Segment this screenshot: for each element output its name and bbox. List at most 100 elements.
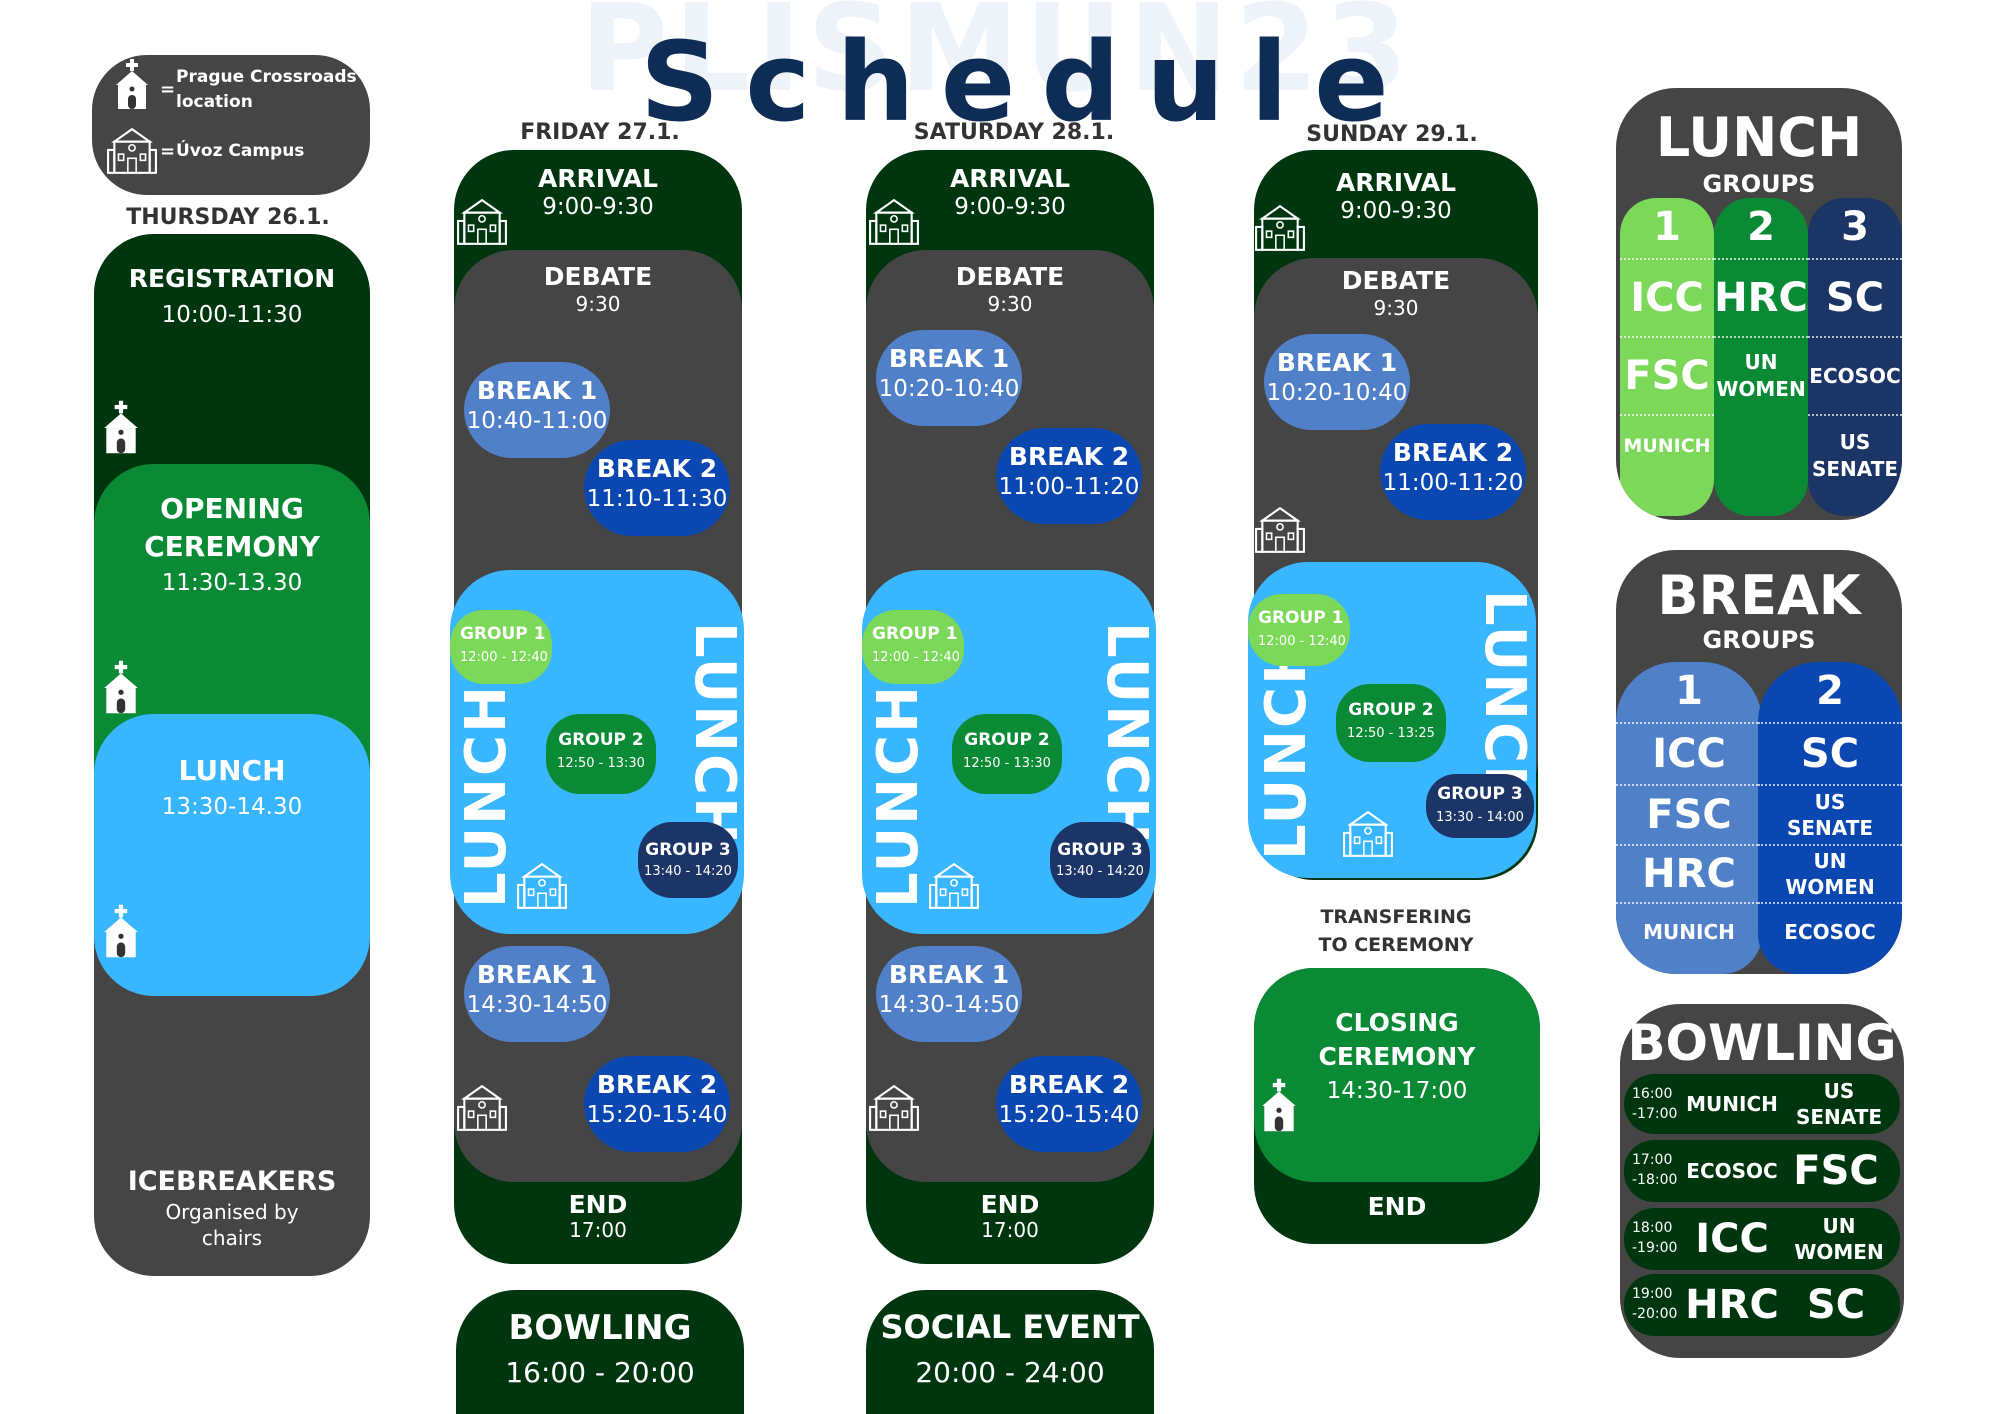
friday-arrival: ARRIVAL bbox=[537, 164, 659, 193]
saturday-break2b-title: BREAK 2 bbox=[1008, 1070, 1130, 1099]
icebreakers-title: ICEBREAKERS bbox=[127, 1166, 337, 1197]
divider bbox=[1620, 258, 1714, 260]
sunday-break1-title: BREAK 1 bbox=[1276, 348, 1398, 377]
friday-group2-title: GROUP 2 bbox=[558, 730, 644, 750]
bowling-team-b: US SENATE bbox=[1795, 1079, 1883, 1129]
bowling-row: 16:00 -17:00 MUNICH US SENATE bbox=[1624, 1074, 1900, 1134]
lunch-group-1-item-1: ICC bbox=[1630, 275, 1704, 321]
saturday-break1b bbox=[876, 946, 1022, 1042]
legend-school-label: Úvoz Campus bbox=[176, 141, 305, 161]
friday-group2-time: 12:50 - 13:30 bbox=[557, 756, 645, 771]
sunday-group1-time: 12:00 - 12:40 bbox=[1258, 634, 1346, 649]
opening-title-2: CEREMONY bbox=[144, 530, 320, 563]
friday-break2b bbox=[584, 1056, 730, 1152]
bowling-time-1: 19:00 bbox=[1632, 1286, 1673, 1302]
saturday-group1-title: GROUP 1 bbox=[872, 624, 958, 644]
bowling-team-b: SC bbox=[1806, 1282, 1866, 1328]
friday-evening-title: BOWLING bbox=[508, 1308, 692, 1348]
school-icon bbox=[1254, 506, 1306, 554]
saturday-group2 bbox=[952, 714, 1062, 794]
bowling-team-b: FSC bbox=[1793, 1148, 1879, 1194]
saturday-end: END bbox=[980, 1190, 1040, 1219]
divider bbox=[1758, 902, 1902, 904]
break-groups-title: BREAK bbox=[1657, 564, 1861, 627]
bowling-time-1: 16:00 bbox=[1632, 1086, 1673, 1102]
sunday-group2-time: 12:50 - 13:25 bbox=[1347, 726, 1435, 741]
transfer-text-2: TO CEREMONY bbox=[1318, 934, 1474, 956]
sunday-group3-time: 13:30 - 14:00 bbox=[1436, 810, 1524, 825]
friday-evening-time: 16:00 - 20:00 bbox=[505, 1356, 695, 1389]
registration-title: REGISTRATION bbox=[128, 264, 336, 293]
saturday-break1-title: BREAK 1 bbox=[888, 344, 1010, 373]
saturday-break2-time: 11:00-11:20 bbox=[998, 474, 1140, 500]
sunday-group1 bbox=[1248, 594, 1350, 666]
saturday-debate: DEBATE bbox=[955, 262, 1065, 291]
legend-box: = Prague Crossroads location = Úvoz Camp… bbox=[92, 55, 370, 195]
lunch-group-3-item-2: ECOSOC bbox=[1809, 364, 1901, 388]
divider bbox=[1808, 258, 1902, 260]
sunday-lunch-right: LUNCH bbox=[1472, 590, 1537, 814]
saturday-lunch-left: LUNCH bbox=[866, 684, 931, 908]
friday-break2 bbox=[584, 440, 730, 536]
sunday-group2-title: GROUP 2 bbox=[1348, 700, 1434, 720]
saturday-arrival: ARRIVAL bbox=[949, 164, 1071, 193]
divider bbox=[1808, 414, 1902, 416]
bowling-row: 17:00 -18:00 ECOSOC FSC bbox=[1624, 1140, 1900, 1202]
lunch-group-2-num: 2 bbox=[1747, 204, 1775, 250]
lunch-groups-sub: GROUPS bbox=[1702, 170, 1816, 198]
divider bbox=[1616, 844, 1762, 846]
saturday-debate-time: 9:30 bbox=[987, 292, 1033, 316]
break-group-1-item-3: HRC bbox=[1642, 851, 1736, 897]
sunday-lunch-left: LUNCH bbox=[1254, 636, 1319, 860]
friday-group3-title: GROUP 3 bbox=[645, 840, 731, 860]
friday-break2-time: 11:10-11:30 bbox=[586, 486, 728, 512]
saturday-group1 bbox=[862, 610, 964, 684]
friday-debate: DEBATE bbox=[543, 262, 653, 291]
sunday-closing-column: CLOSING CEREMONY 14:30-17:00 END bbox=[1254, 968, 1540, 1244]
church-icon bbox=[100, 902, 142, 960]
break-group-2-num: 2 bbox=[1816, 668, 1844, 714]
lunch-group-3-num: 3 bbox=[1841, 204, 1869, 250]
friday-break1-time: 10:40-11:00 bbox=[466, 408, 608, 434]
friday-break2b-time: 15:20-15:40 bbox=[586, 1102, 728, 1128]
bowling-time-2: -19:00 bbox=[1632, 1240, 1678, 1256]
saturday-break1 bbox=[876, 330, 1022, 426]
friday-end-time: 17:00 bbox=[569, 1218, 627, 1242]
sunday-break2-time: 11:00-11:20 bbox=[1382, 470, 1524, 496]
thursday-lunch-title: LUNCH bbox=[178, 754, 286, 787]
icebreakers-sub-1: Organised by bbox=[165, 1200, 299, 1224]
sunday-label: SUNDAY 29.1. bbox=[1306, 122, 1478, 147]
lunch-group-2-item-2: UN WOMEN bbox=[1716, 350, 1806, 401]
bowling-time-1: 17:00 bbox=[1632, 1152, 1673, 1168]
friday-debate-time: 9:30 bbox=[575, 292, 621, 316]
bowling-time-2: -20:00 bbox=[1632, 1306, 1678, 1322]
transfer-text-1: TRANSFERING bbox=[1320, 906, 1472, 928]
saturday-break2b bbox=[996, 1056, 1142, 1152]
break-group-1-item-1: ICC bbox=[1652, 731, 1726, 777]
saturday-break2-title: BREAK 2 bbox=[1008, 442, 1130, 471]
bowling-team-a: ECOSOC bbox=[1686, 1159, 1778, 1183]
break-groups-sub: GROUPS bbox=[1702, 626, 1816, 654]
bowling-team-a: ICC bbox=[1695, 1216, 1769, 1262]
watermark-text: PLISMUN23 bbox=[580, 0, 1414, 119]
saturday-group2-time: 12:50 - 13:30 bbox=[963, 756, 1051, 771]
lunch-group-3-item-3: US SENATE bbox=[1811, 430, 1899, 481]
sunday-group1-title: GROUP 1 bbox=[1258, 608, 1344, 628]
saturday-break1b-time: 14:30-14:50 bbox=[878, 992, 1020, 1018]
friday-break2b-title: BREAK 2 bbox=[596, 1070, 718, 1099]
lunch-group-2-col: 2 HRC UN WOMEN bbox=[1714, 198, 1808, 516]
page-title: Schedule bbox=[640, 18, 1415, 146]
bowling-title: BOWLING bbox=[1627, 1014, 1897, 1072]
divider bbox=[1616, 722, 1762, 724]
break-group-2-item-1: SC bbox=[1800, 731, 1860, 777]
legend-church-label: Prague Crossroads location bbox=[176, 67, 357, 112]
divider bbox=[1714, 336, 1808, 338]
saturday-evening-time: 20:00 - 24:00 bbox=[915, 1356, 1105, 1389]
bowling-row: 18:00 -19:00 ICC UN WOMEN bbox=[1624, 1208, 1900, 1270]
divider bbox=[1758, 844, 1902, 846]
bowling-time-2: -18:00 bbox=[1632, 1172, 1678, 1188]
saturday-group3-title: GROUP 3 bbox=[1057, 840, 1143, 860]
break-group-2-item-2: US SENATE bbox=[1786, 790, 1874, 840]
friday-group1-time: 12:00 - 12:40 bbox=[460, 650, 548, 665]
school-icon bbox=[456, 198, 508, 246]
